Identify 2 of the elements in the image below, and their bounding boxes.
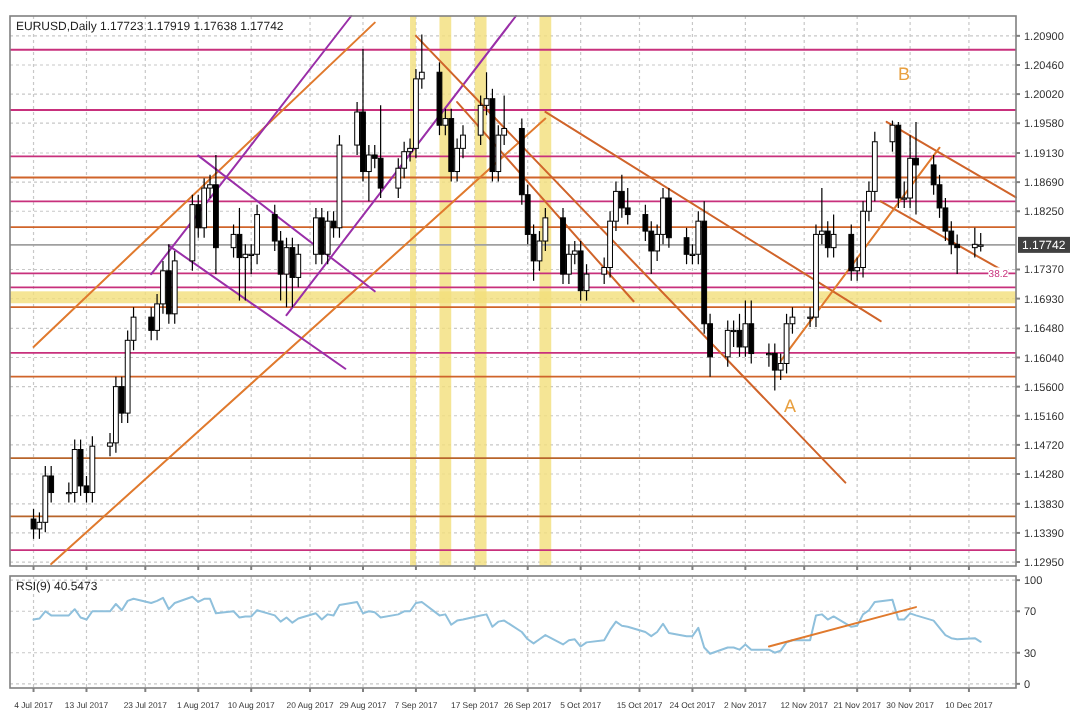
annotation: A xyxy=(783,396,797,416)
annotation: B xyxy=(897,64,911,84)
